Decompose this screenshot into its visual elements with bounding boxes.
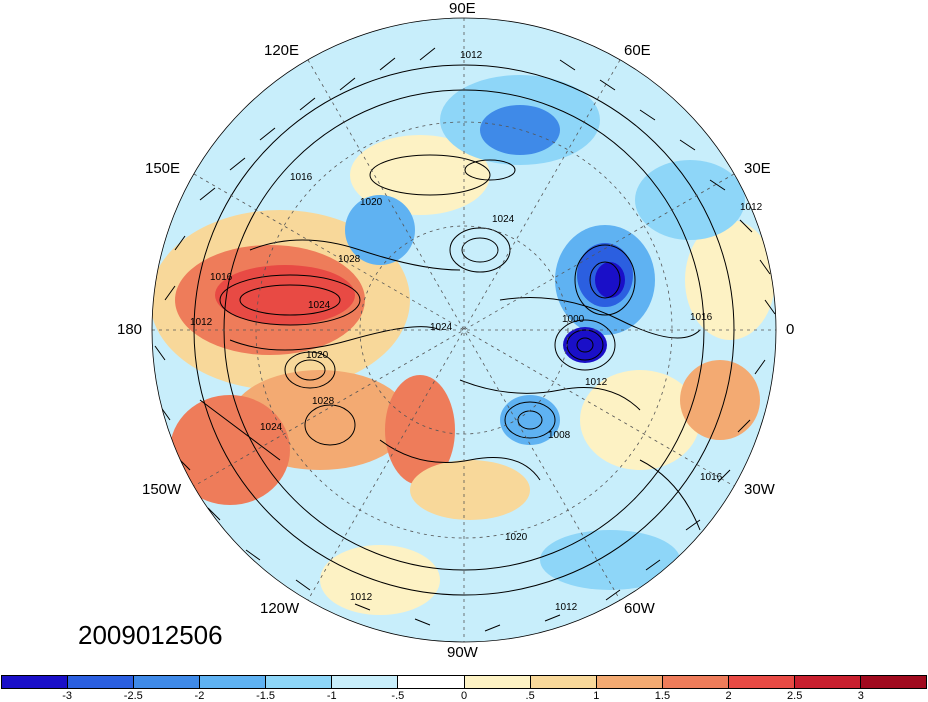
wind-barbs <box>154 47 776 632</box>
anomaly-field <box>152 18 776 642</box>
colorbar-tick-label: -1.5 <box>256 690 276 702</box>
colorbar-segment <box>596 676 663 688</box>
contour-label-group: 1012 1016 1020 1024 1028 1028 1024 1020 … <box>190 50 763 613</box>
colorbar-segment <box>464 676 531 688</box>
colorbar-tick-label: 3 <box>857 690 864 702</box>
contour-label: 1024 <box>430 322 453 333</box>
contour-label: 1020 <box>306 350 329 361</box>
contour-label: 1008 <box>548 430 571 441</box>
colorbar-segment <box>662 676 729 688</box>
lon-label-90w: 90W <box>447 644 478 661</box>
colorbar-segment <box>398 676 465 688</box>
colorbar-segment <box>530 676 597 688</box>
contour-label: 1012 <box>555 602 578 613</box>
contour-label: 1000 <box>562 314 585 325</box>
contour-label: 1020 <box>505 532 528 543</box>
colorbar-tick-label: 2 <box>725 690 732 702</box>
lon-label-0: 0 <box>786 321 795 338</box>
colorbar-tick-label: -2.5 <box>123 690 143 702</box>
contour-label: 1024 <box>260 422 283 433</box>
contour-label: 1012 <box>460 50 483 61</box>
colorbar-segment <box>134 676 201 688</box>
lon-label-120w: 120W <box>260 600 300 617</box>
colorbar-tick-label: 1 <box>593 690 600 702</box>
contour-label: 1012 <box>350 592 373 603</box>
contour-label: 1016 <box>700 472 723 483</box>
colorbar-tick-label: 1.5 <box>654 690 671 702</box>
contour-label: 1012 <box>585 377 608 388</box>
contour-label: 1016 <box>290 172 313 183</box>
colorbar <box>1 675 927 689</box>
lon-label-180: 180 <box>117 321 143 338</box>
colorbar-tick-label: 2.5 <box>787 690 803 702</box>
lon-label-30w: 30W <box>744 481 775 498</box>
lon-label-120e: 120E <box>264 42 300 59</box>
graticule <box>152 18 776 642</box>
colorbar-segment <box>332 676 399 688</box>
contour-label: 1012 <box>190 317 213 328</box>
colorbar-tick-label: -3 <box>62 690 73 702</box>
lon-label-150e: 150E <box>145 160 181 177</box>
lon-label-60e: 60E <box>624 42 651 59</box>
colorbar-segment <box>2 676 69 688</box>
colorbar-tick-label: -.5 <box>391 690 405 702</box>
date-stamp: 2009012506 <box>78 620 223 650</box>
contour-label: 1024 <box>308 300 331 311</box>
colorbar-tick-label: 0 <box>460 690 468 702</box>
contour-label: 1028 <box>312 396 335 407</box>
colorbar-segment <box>861 676 927 688</box>
contour-label: 1016 <box>690 312 713 323</box>
colorbar-tick-label: .5 <box>525 690 535 702</box>
map-boundary <box>151 17 777 643</box>
contour-label: 1016 <box>210 272 233 283</box>
colorbar-segment <box>68 676 135 688</box>
lon-label-90e: 90E <box>449 0 476 17</box>
colorbar-segment <box>794 676 862 688</box>
contour-label: 1024 <box>492 214 515 225</box>
contour-label: 1020 <box>360 197 383 208</box>
lon-label-30e: 30E <box>744 160 771 177</box>
colorbar-tick-label: -1 <box>326 690 337 702</box>
colorbar-segment <box>728 676 795 688</box>
lon-label-150w: 150W <box>142 481 182 498</box>
colorbar-segment <box>266 676 333 688</box>
colorbar-tick-label: -2 <box>194 690 205 702</box>
contour-label: 1028 <box>338 254 361 265</box>
colorbar-segment <box>200 676 267 688</box>
lon-label-60w: 60W <box>624 600 655 617</box>
contour-label: 1012 <box>740 202 763 213</box>
